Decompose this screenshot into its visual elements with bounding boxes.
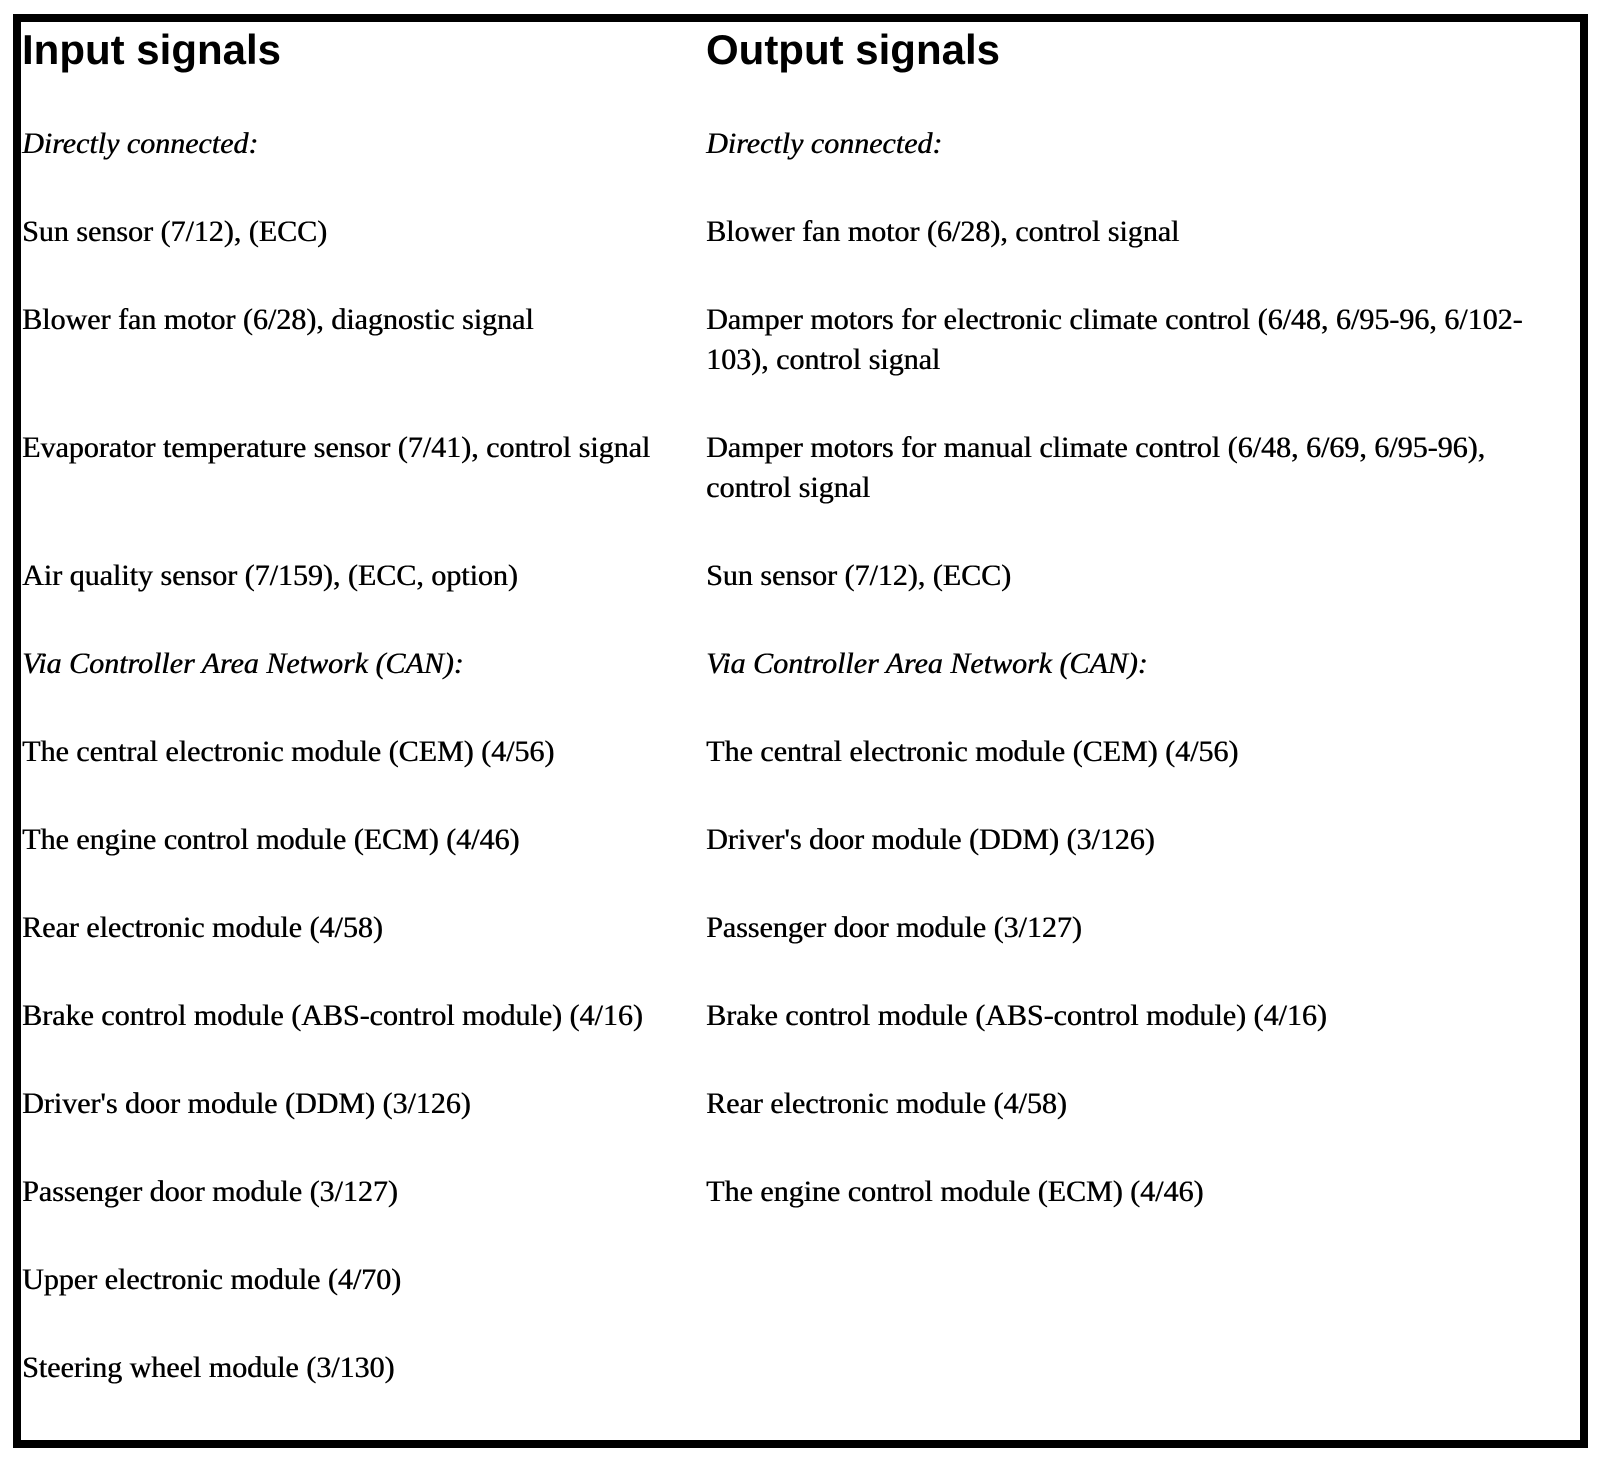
cell-text: Blower fan motor (6/28), diagnostic sign… — [22, 303, 534, 336]
cell-text: Rear electronic module (4/58) — [706, 1087, 1067, 1120]
cell-text: Directly connected: — [22, 127, 259, 160]
cell-text: Rear electronic module (4/58) — [22, 911, 383, 944]
cell-text: Blower fan motor (6/28), control signal — [706, 215, 1180, 248]
input-signal-item: The central electronic module (CEM) (4/5… — [21, 732, 705, 820]
output-signal-item: Sun sensor (7/12), (ECC) — [705, 556, 1580, 644]
input-signal-group-label: Directly connected: — [21, 124, 705, 212]
cell-text: Damper motors for manual climate control… — [706, 431, 1485, 504]
table-row: Driver's door module (DDM) (3/126) Rear … — [21, 1084, 1580, 1172]
cell-text: The central electronic module (CEM) (4/5… — [706, 735, 1239, 768]
cell-text: Sun sensor (7/12), (ECC) — [22, 215, 327, 248]
cell-text: Driver's door module (DDM) (3/126) — [706, 823, 1155, 856]
cell-text: Passenger door module (3/127) — [706, 911, 1082, 944]
input-signals-header: Input signals — [22, 26, 282, 73]
table-row: Evaporator temperature sensor (7/41), co… — [21, 428, 1580, 556]
input-signal-item: Blower fan motor (6/28), diagnostic sign… — [21, 300, 705, 428]
input-signal-item: Driver's door module (DDM) (3/126) — [21, 1084, 705, 1172]
table-header-row: Input signals Output signals — [21, 22, 1580, 124]
table-row: Upper electronic module (4/70) — [21, 1260, 1580, 1348]
cell-text: The engine control module (ECM) (4/46) — [22, 823, 520, 856]
table-row: Blower fan motor (6/28), diagnostic sign… — [21, 300, 1580, 428]
input-signal-item: Brake control module (ABS-control module… — [21, 996, 705, 1084]
cell-text: The engine control module (ECM) (4/46) — [706, 1175, 1204, 1208]
input-signal-item: Air quality sensor (7/159), (ECC, option… — [21, 556, 705, 644]
table-row: Rear electronic module (4/58) Passenger … — [21, 908, 1580, 996]
output-signals-header: Output signals — [706, 26, 1000, 73]
input-signal-item: Sun sensor (7/12), (ECC) — [21, 212, 705, 300]
output-signal-item: Brake control module (ABS-control module… — [705, 996, 1580, 1084]
cell-text: Sun sensor (7/12), (ECC) — [706, 559, 1011, 592]
cell-text: Upper electronic module (4/70) — [22, 1263, 402, 1296]
table-row: Brake control module (ABS-control module… — [21, 996, 1580, 1084]
output-signal-item: Passenger door module (3/127) — [705, 908, 1580, 996]
output-signal-group-label: Directly connected: — [705, 124, 1580, 212]
input-signal-item: The engine control module (ECM) (4/46) — [21, 820, 705, 908]
output-signal-item: Rear electronic module (4/58) — [705, 1084, 1580, 1172]
output-signal-item: The central electronic module (CEM) (4/5… — [705, 732, 1580, 820]
input-signal-group-label: Via Controller Area Network (CAN): — [21, 644, 705, 732]
output-signal-item: Damper motors for electronic climate con… — [705, 300, 1580, 428]
cell-text: Via Controller Area Network (CAN): — [22, 647, 464, 680]
output-signal-item — [705, 1260, 1580, 1348]
cell-text: Damper motors for electronic climate con… — [706, 303, 1523, 376]
cell-text: Via Controller Area Network (CAN): — [706, 647, 1148, 680]
cell-text: Passenger door module (3/127) — [22, 1175, 398, 1208]
cell-text: Air quality sensor (7/159), (ECC, option… — [22, 559, 518, 592]
input-signal-item: Upper electronic module (4/70) — [21, 1260, 705, 1348]
cell-text: Driver's door module (DDM) (3/126) — [22, 1087, 471, 1120]
table-row: Steering wheel module (3/130) — [21, 1348, 1580, 1436]
cell-text: Steering wheel module (3/130) — [22, 1351, 395, 1384]
output-signal-item: Driver's door module (DDM) (3/126) — [705, 820, 1580, 908]
input-signal-item: Evaporator temperature sensor (7/41), co… — [21, 428, 705, 556]
table-row: Passenger door module (3/127) The engine… — [21, 1172, 1580, 1260]
output-signal-item: Blower fan motor (6/28), control signal — [705, 212, 1580, 300]
output-signal-item — [705, 1348, 1580, 1436]
table-row: Air quality sensor (7/159), (ECC, option… — [21, 556, 1580, 644]
output-signal-item: Damper motors for manual climate control… — [705, 428, 1580, 556]
cell-text: The central electronic module (CEM) (4/5… — [22, 735, 555, 768]
signals-table-frame: Input signals Output signals Directly co… — [13, 14, 1588, 1448]
output-signal-group-label: Via Controller Area Network (CAN): — [705, 644, 1580, 732]
table-row: Via Controller Area Network (CAN): Via C… — [21, 644, 1580, 732]
table-row: The engine control module (ECM) (4/46) D… — [21, 820, 1580, 908]
table-row: Directly connected: Directly connected: — [21, 124, 1580, 212]
table-row: The central electronic module (CEM) (4/5… — [21, 732, 1580, 820]
output-signal-item: The engine control module (ECM) (4/46) — [705, 1172, 1580, 1260]
input-signal-item: Passenger door module (3/127) — [21, 1172, 705, 1260]
input-signal-item: Rear electronic module (4/58) — [21, 908, 705, 996]
table-row: Sun sensor (7/12), (ECC) Blower fan moto… — [21, 212, 1580, 300]
cell-text: Evaporator temperature sensor (7/41), co… — [22, 431, 651, 464]
input-signal-item: Steering wheel module (3/130) — [21, 1348, 705, 1436]
signals-table: Input signals Output signals Directly co… — [21, 22, 1580, 1436]
cell-text: Directly connected: — [706, 127, 943, 160]
cell-text: Brake control module (ABS-control module… — [22, 999, 643, 1032]
cell-text: Brake control module (ABS-control module… — [706, 999, 1327, 1032]
